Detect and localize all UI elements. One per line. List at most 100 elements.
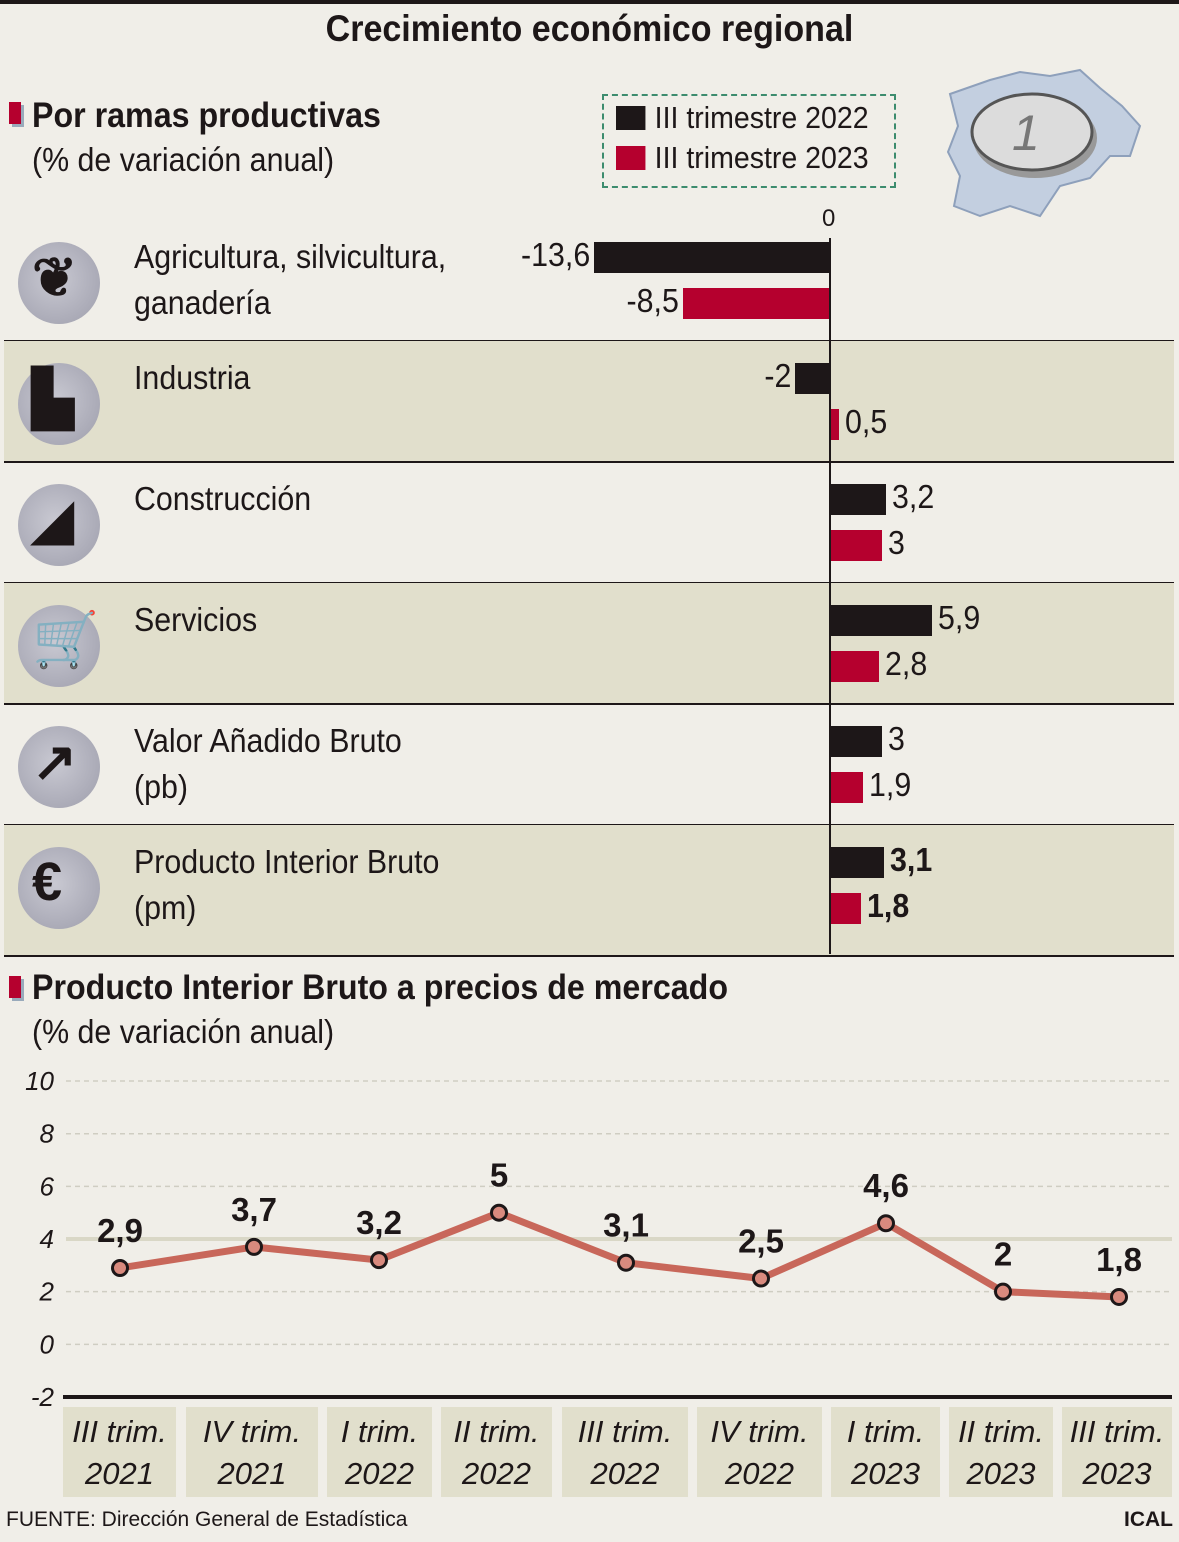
icon-glyph: ↗ — [32, 732, 78, 792]
shopping-cart-icon: 🛒 — [18, 605, 100, 687]
bar-row: 🛒 Servicios 5,9 2,8 — [4, 583, 1174, 705]
euro-icon: € — [18, 847, 100, 929]
bar-value-label: 3,1 — [889, 841, 932, 878]
data-point — [370, 1251, 388, 1270]
bar-value-label: -8,5 — [626, 282, 679, 319]
x-category-label: III trim. 2022 — [562, 1407, 688, 1497]
x-category-label: I trim. 2023 — [831, 1407, 940, 1497]
category-label: Agricultura, silvicultura, ganadería — [134, 238, 447, 321]
section-marker — [9, 976, 21, 998]
y-tick-label: 10 — [25, 1066, 54, 1096]
icon-glyph: € — [32, 852, 63, 912]
bar-2023 — [682, 288, 830, 319]
bar-value-label: 1,9 — [868, 766, 912, 803]
legend-swatch — [616, 106, 646, 130]
data-point — [245, 1237, 263, 1256]
x-category-label: III trim. 2021 — [63, 1407, 176, 1497]
category-label: Producto Interior Bruto (pm) — [134, 843, 440, 926]
y-tick-label: 8 — [40, 1119, 55, 1149]
bar-value-label: 3,2 — [891, 478, 934, 515]
data-label: 3,7 — [231, 1191, 277, 1228]
x-category-label: II trim. 2023 — [949, 1407, 1053, 1497]
data-label: 3,2 — [356, 1204, 402, 1241]
section1-title: Por ramas productivas — [32, 96, 381, 135]
data-point — [490, 1203, 508, 1222]
bar-2023 — [830, 893, 862, 924]
bar-2023 — [830, 651, 879, 682]
icon-glyph: ▙ — [32, 369, 74, 429]
data-point — [877, 1214, 895, 1233]
bar-2023 — [830, 530, 883, 561]
legend-label: III trimestre 2023 — [654, 140, 869, 175]
category-label: Construcción — [134, 480, 312, 517]
x-category-label: II trim. 2022 — [441, 1407, 552, 1497]
bar-value-label: 0,5 — [844, 403, 887, 440]
x-category-label: IV trim. 2021 — [186, 1407, 318, 1497]
data-label: 2,9 — [97, 1212, 143, 1249]
section-marker — [9, 102, 21, 124]
icon-glyph: ❦ — [32, 248, 78, 308]
y-tick-label: 6 — [40, 1171, 55, 1201]
bar-2022 — [830, 847, 884, 878]
legend-label: III trimestre 2022 — [654, 100, 869, 135]
category-label: Industria — [134, 359, 251, 396]
y-tick-label: 4 — [40, 1224, 54, 1254]
data-point — [617, 1253, 635, 1272]
category-label: Servicios — [134, 601, 258, 638]
data-label: 4,6 — [863, 1167, 909, 1204]
svg-text:1: 1 — [1012, 105, 1040, 161]
y-tick-label: 0 — [40, 1329, 55, 1359]
bar-value-label: -13,6 — [520, 236, 591, 273]
top-rule — [0, 0, 1179, 4]
legend-item-2023: III trimestre 2023 — [616, 140, 869, 176]
legend-swatch — [616, 146, 646, 170]
data-point — [1110, 1287, 1128, 1306]
bar-value-label: 1,8 — [867, 887, 910, 924]
bar-row: ▙ Industria -2 0,5 — [4, 341, 1174, 463]
bar-value-label: 2,8 — [884, 645, 927, 682]
bar-2022 — [830, 605, 933, 636]
y-tick-label: -2 — [31, 1382, 55, 1412]
data-label: 2 — [994, 1236, 1012, 1273]
section2-title: Producto Interior Bruto a precios de mer… — [32, 968, 729, 1007]
data-label: 2,5 — [738, 1223, 784, 1260]
bar-value-label: 5,9 — [938, 599, 981, 636]
section2-subtitle: (% de variación anual) — [32, 1013, 335, 1050]
map-euro-coin-icon: 1 — [946, 68, 1142, 218]
source-note: FUENTE: Dirección General de Estadística — [6, 1508, 408, 1531]
zero-axis-line — [829, 238, 831, 954]
data-point — [752, 1269, 770, 1288]
icon-glyph: ◢ — [32, 490, 74, 550]
x-category-label: I trim. 2022 — [327, 1407, 432, 1497]
legend-item-2022: III trimestre 2022 — [616, 100, 869, 136]
y-tick-label: 2 — [39, 1277, 55, 1307]
bar-value-label: 3 — [888, 524, 905, 561]
bar-value-label: -2 — [764, 357, 792, 394]
section1-subtitle: (% de variación anual) — [32, 141, 335, 178]
zero-axis-label: 0 — [822, 205, 836, 232]
data-point — [111, 1258, 129, 1277]
wheat-icon: ❦ — [18, 242, 100, 324]
x-category-label: IV trim. 2022 — [697, 1407, 822, 1497]
legend: III trimestre 2022 III trimestre 2023 — [602, 94, 896, 188]
bar-2023 — [830, 409, 839, 440]
bar-row: € Producto Interior Bruto (pm) 3,1 1,8 — [4, 825, 1174, 957]
trowel-icon: ◢ — [18, 484, 100, 566]
data-label: 5 — [490, 1157, 508, 1194]
page-title: Crecimiento económico regional — [325, 8, 854, 49]
bar-2022 — [594, 242, 830, 273]
category-label: Valor Añadido Bruto (pb) — [134, 722, 402, 805]
bar-2022 — [795, 363, 830, 394]
bar-2023 — [830, 772, 863, 803]
icon-glyph: 🛒 — [32, 610, 100, 670]
trend-up-arrow-icon: ↗ — [18, 726, 100, 808]
bar-2022 — [830, 484, 886, 515]
data-label: 3,1 — [603, 1207, 649, 1244]
factory-icon: ▙ — [18, 363, 100, 445]
bar-row: ❦ Agricultura, silvicultura, ganadería -13… — [4, 220, 1174, 342]
bar-2022 — [830, 726, 883, 757]
data-label: 1,8 — [1096, 1241, 1142, 1278]
data-point — [994, 1282, 1012, 1301]
